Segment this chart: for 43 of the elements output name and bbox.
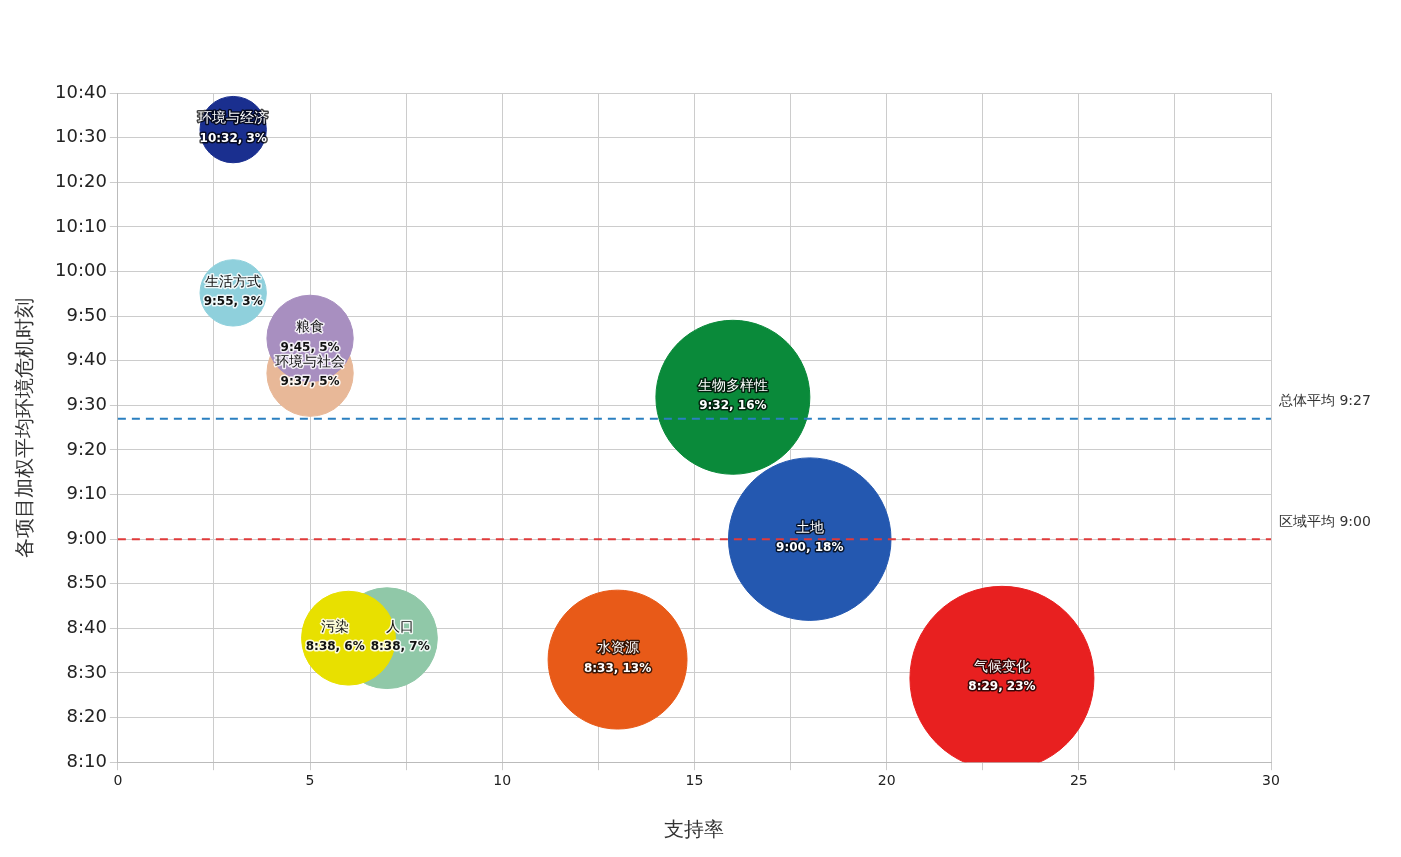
x-axis-title: 支持率 — [664, 817, 725, 842]
data-label: 9:32, 16% — [699, 398, 767, 413]
x-tick-label: 25 — [1069, 772, 1088, 789]
x-tick-label: 30 — [1262, 772, 1280, 789]
y-tick-label: 8:30 — [66, 660, 107, 682]
series-label: 生物多样性 — [697, 376, 768, 393]
y-tick-label: 10:40 — [55, 80, 107, 102]
x-tick-label: 0 — [113, 772, 123, 789]
series-label: 气候变化 — [973, 657, 1030, 674]
x-tick-label: 20 — [877, 772, 896, 789]
x-tick-label: 15 — [685, 772, 704, 789]
y-tick-label: 9:20 — [66, 437, 107, 459]
y-tick-label: 10:00 — [55, 259, 107, 281]
x-tick-label: 5 — [305, 772, 315, 789]
series-label: 水资源 — [596, 639, 639, 656]
series-label: 环境与社会 — [275, 352, 346, 369]
ref-line-label: 区域平均 9:00 — [1279, 512, 1371, 529]
series-label: 土地 — [795, 518, 824, 535]
y-tick-label: 8:40 — [66, 616, 107, 638]
y-tick-label: 8:20 — [66, 705, 107, 727]
series-label: 生活方式 — [205, 272, 262, 289]
y-tick-label: 10:10 — [55, 214, 107, 236]
data-label: 8:38, 6% — [305, 639, 365, 654]
y-axis-title: 各项目加权平均环境危机时刻 — [12, 297, 37, 558]
data-label: 9:55, 3% — [203, 294, 263, 308]
y-tick-label: 8:10 — [66, 749, 107, 771]
data-label: 9:37, 5% — [280, 374, 340, 389]
y-tick-label: 10:20 — [55, 169, 107, 191]
y-tick-label: 9:00 — [66, 526, 107, 548]
ref-line-label: 总体平均 9:27 — [1278, 392, 1371, 409]
y-tick-label: 9:10 — [66, 482, 107, 504]
series-label: 污染 — [321, 617, 350, 634]
data-label: 9:00, 18% — [776, 540, 844, 555]
series-label: 粮食 — [296, 318, 325, 335]
y-tick-label: 8:50 — [66, 571, 107, 593]
x-tick-label: 10 — [493, 772, 512, 789]
y-tick-label: 9:50 — [66, 303, 107, 325]
data-label: 9:45, 5% — [280, 339, 340, 354]
y-tick-label: 9:30 — [66, 392, 107, 414]
data-label: 8:33, 13% — [583, 660, 652, 675]
y-tick-label: 10:30 — [55, 125, 107, 147]
data-label: 8:29, 23% — [968, 679, 1036, 694]
y-tick-label: 9:40 — [66, 348, 107, 370]
